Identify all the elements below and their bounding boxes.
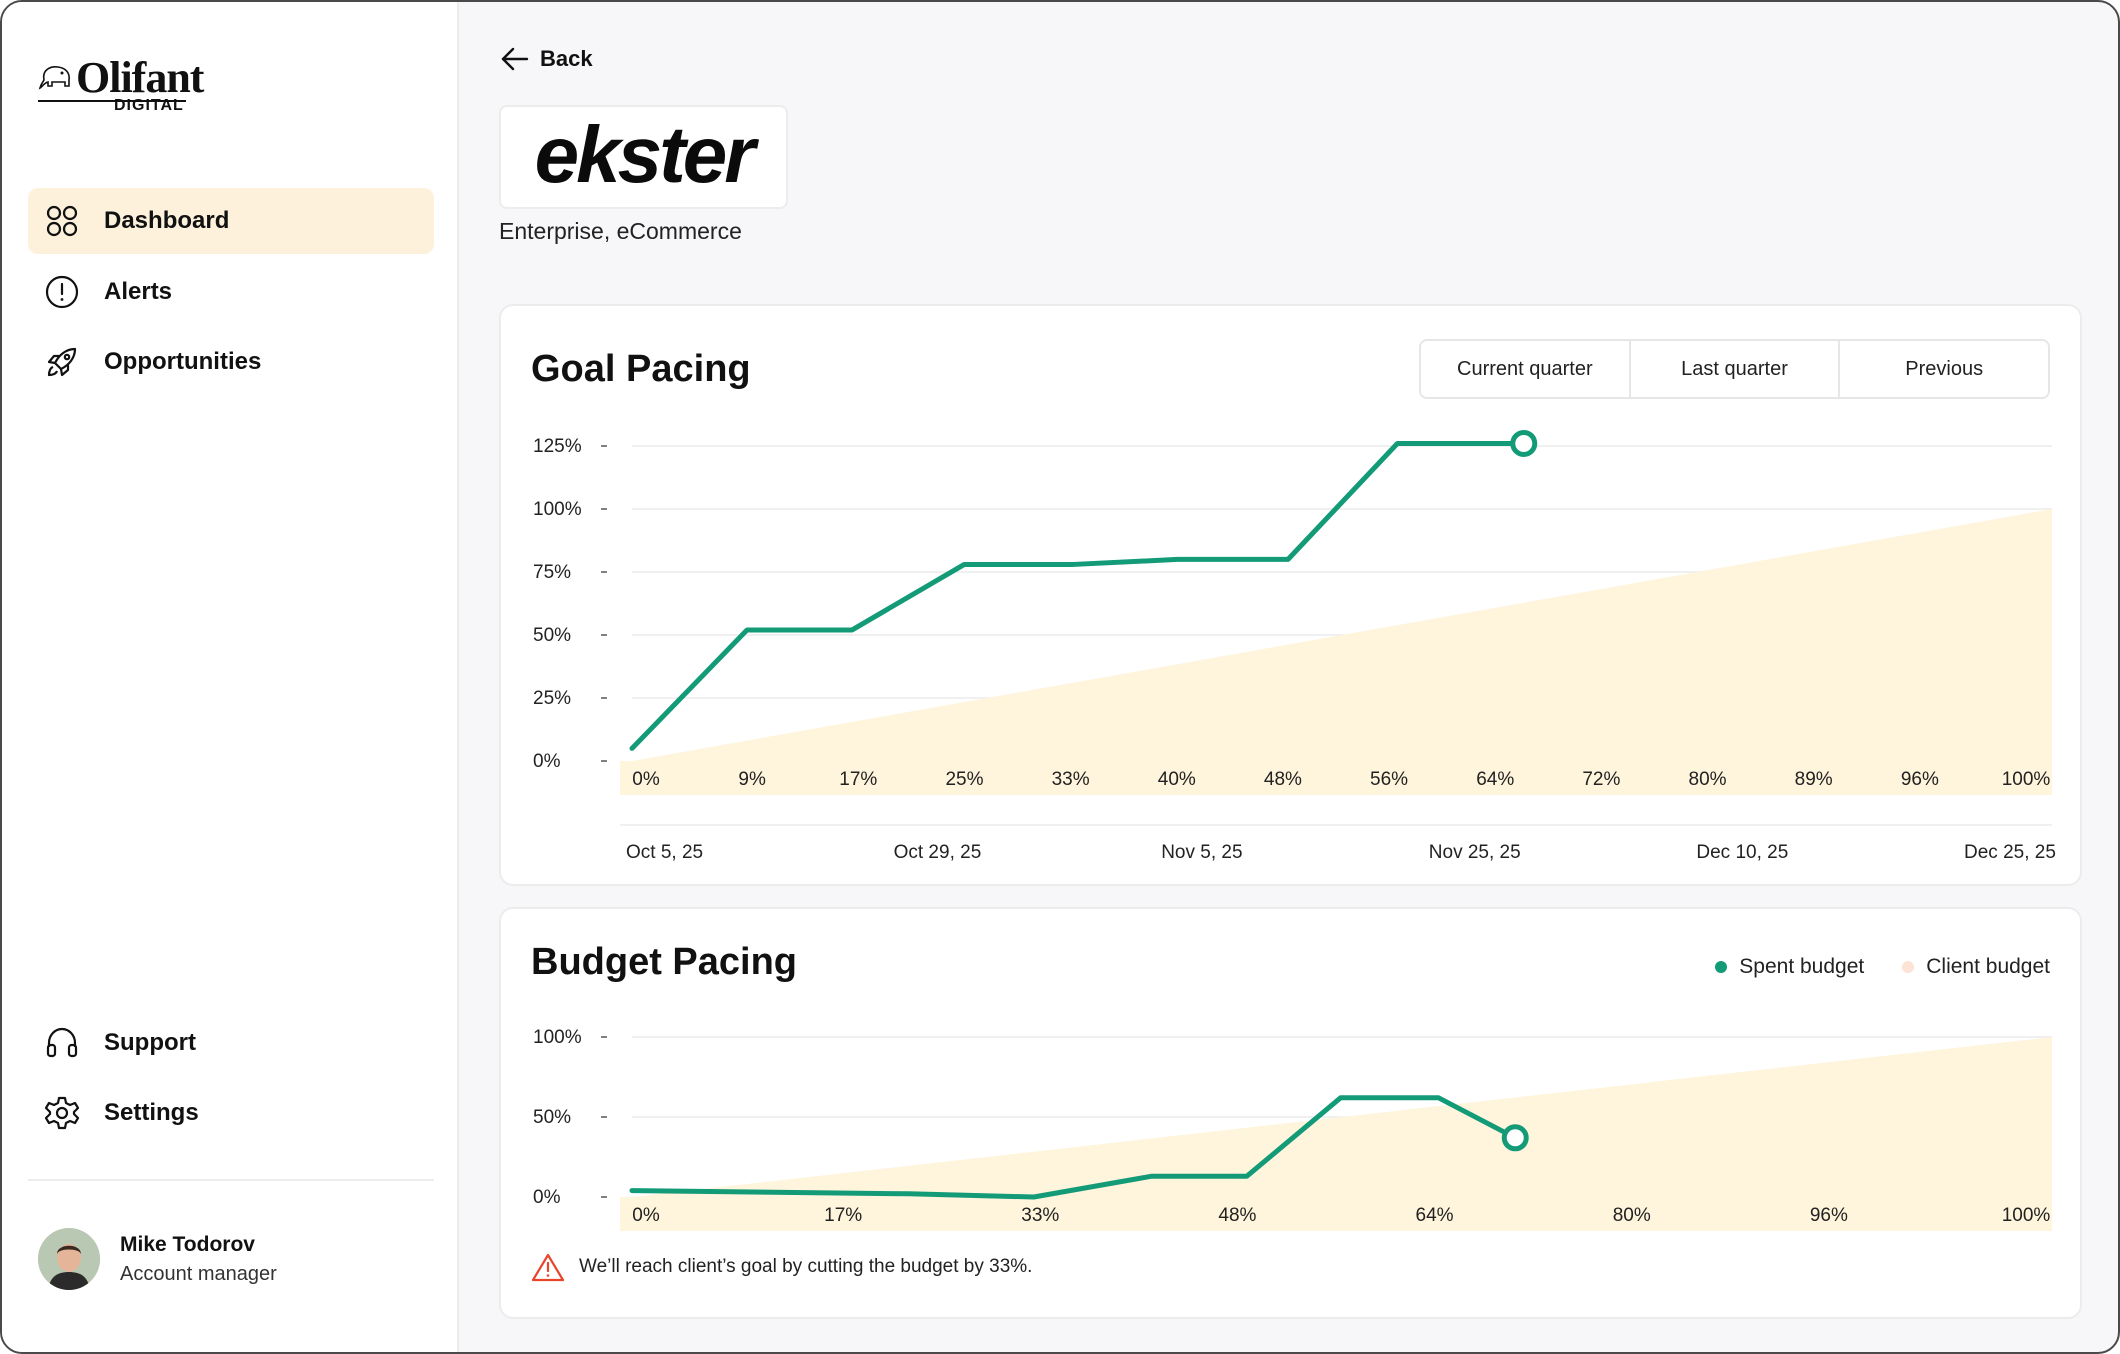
y-tick-label: 0% [533,1187,561,1208]
sidebar: Olifant DIGITAL Dashboard Alerts [2,2,459,1352]
back-button[interactable]: Back [500,46,593,72]
grid-icon [44,203,80,239]
back-label: Back [540,46,593,71]
legend-client-budget: Client budget [1902,955,2050,979]
date-tick-label: Dec 25, 25 [1964,842,2056,863]
progress-tick-label: 40% [1158,769,1196,790]
elephant-icon [38,66,70,90]
sidebar-item-opportunities[interactable]: Opportunities [28,329,434,395]
y-tick-label: 0% [533,751,561,772]
progress-tick-label: 33% [1021,1205,1059,1226]
spent-series-line [629,1095,1518,1200]
sidebar-item-label: Alerts [104,278,173,305]
goal-pacing-title: Goal Pacing [531,348,751,390]
progress-tick-label: 80% [1689,769,1727,790]
rocket-icon [44,344,80,380]
date-tick-label: Oct 29, 25 [894,842,982,863]
avatar [38,1228,100,1290]
sidebar-item-label: Dashboard [104,207,230,234]
client-tags: Enterprise, eCommerce [499,218,742,244]
arrow-left-icon [501,47,529,71]
progress-tick-label: 64% [1476,769,1514,790]
sidebar-divider [28,1179,434,1181]
progress-tick-label: 0% [632,769,660,790]
legend-label: Client budget [1926,955,2050,978]
y-tick-label: 75% [533,562,571,583]
spent-series-line [629,440,1527,751]
goal-pacing-card: Goal Pacing Current quarter Last quarter… [499,304,2082,886]
chart-legend: Spent budget Client budget [1715,955,2050,979]
range-last-quarter[interactable]: Last quarter [1628,341,1839,397]
progress-tick-label: 89% [1795,769,1833,790]
progress-tick-label: 96% [1901,769,1939,790]
progress-tick-label: 9% [738,769,766,790]
progress-tick-label: 17% [824,1205,862,1226]
alert-text: We’ll reach client’s goal by cutting the… [579,1256,1033,1277]
alert-circle-icon [44,274,80,310]
budget-pacing-card: Budget Pacing Spent budget Client budget… [499,907,2082,1319]
series-end-marker [1510,429,1538,457]
user-profile[interactable]: Mike Todorov Account manager [38,1228,277,1290]
logo-subtitle: DIGITAL [114,97,184,114]
headphones-icon [44,1025,80,1061]
range-previous[interactable]: Previous [1838,341,2048,397]
series-end-marker [1501,1124,1529,1152]
y-tick-label: 125% [533,436,582,457]
progress-tick-label: 33% [1052,769,1090,790]
progress-tick-label: 96% [1810,1205,1848,1226]
legend-spent-budget: Spent budget [1715,955,1864,979]
progress-tick-label: 100% [2002,1205,2051,1226]
progress-tick-label: 17% [839,769,877,790]
legend-dot [1715,961,1728,973]
client-budget-area [632,1037,2052,1197]
progress-tick-label: 48% [1218,1205,1256,1226]
progress-tick-label: 80% [1613,1205,1651,1226]
date-tick-label: Nov 5, 25 [1161,842,1242,863]
logo-underline [38,100,186,102]
y-tick-label: 25% [533,688,571,709]
date-tick-label: Dec 10, 25 [1696,842,1788,863]
progress-band [620,761,2052,795]
gear-icon [44,1095,80,1131]
sidebar-item-support[interactable]: Support [28,1010,434,1076]
sidebar-item-label: Opportunities [104,348,262,375]
legend-dot [1902,961,1915,973]
progress-tick-label: 56% [1370,769,1408,790]
progress-tick-label: 0% [632,1205,660,1226]
budget-pacing-chart: 100% 50% 0% 0% 17% 33% 48% 64% 80% 96% 100% [533,1027,2052,1231]
range-selector: Current quarter Last quarter Previous [1419,339,2050,399]
goal-pacing-chart: 125% 100% 75% 50% 25% 0% 0% 9% 17% 25% 33% 40% 48% 56… [533,429,2056,863]
progress-tick-label: 25% [945,769,983,790]
y-tick-label: 100% [533,1027,582,1048]
user-role: Account manager [120,1262,277,1285]
sidebar-item-alerts[interactable]: Alerts [28,259,434,325]
budget-pacing-title: Budget Pacing [531,941,798,983]
y-tick-label: 50% [533,625,571,646]
sidebar-item-label: Support [104,1029,196,1056]
olifant-logo[interactable]: Olifant DIGITAL [38,52,204,122]
budget-alert: We’ll reach client’s goal by cutting the… [531,1252,1032,1282]
logo-wordmark: Olifant [76,53,204,102]
progress-tick-label: 100% [2002,769,2051,790]
client-logo: ekster [499,105,788,209]
warning-icon [531,1253,565,1282]
user-name: Mike Todorov [120,1232,255,1256]
client-logo-text: ekster [534,110,756,199]
y-tick-label: 50% [533,1107,571,1128]
client-budget-area [632,509,2052,761]
sidebar-item-label: Settings [104,1099,199,1126]
sidebar-item-settings[interactable]: Settings [28,1080,434,1146]
progress-tick-label: 48% [1264,769,1302,790]
date-tick-label: Nov 25, 25 [1429,842,1521,863]
progress-tick-label: 64% [1416,1205,1454,1226]
progress-tick-label: 72% [1582,769,1620,790]
legend-label: Spent budget [1739,955,1865,978]
progress-band [620,1197,2052,1231]
date-tick-label: Oct 5, 25 [626,842,703,863]
range-current-quarter[interactable]: Current quarter [1421,341,1629,397]
sidebar-item-dashboard[interactable]: Dashboard [28,188,434,254]
y-tick-label: 100% [533,499,582,520]
